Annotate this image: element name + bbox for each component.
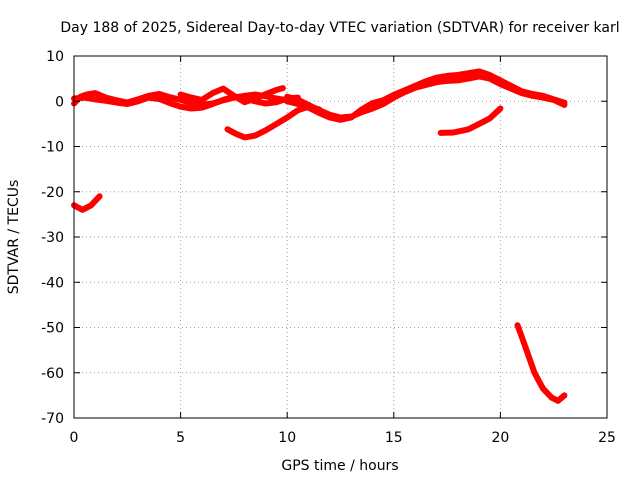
y-tick-label: -20 — [41, 185, 64, 201]
y-tick-label: -70 — [41, 411, 64, 427]
y-tick-label: -60 — [41, 366, 64, 382]
grid-lines — [74, 56, 607, 418]
y-tick-label: -40 — [41, 275, 64, 291]
series-track-8 — [71, 193, 103, 213]
series-track-2 — [71, 93, 301, 112]
chart-title: Day 188 of 2025, Sidereal Day-to-day VTE… — [60, 20, 619, 36]
y-tick-label: -10 — [41, 140, 64, 156]
series-track-3 — [177, 85, 286, 106]
x-tick-label: 20 — [491, 430, 509, 446]
series-track-7 — [437, 105, 504, 136]
x-tick-label: 0 — [70, 430, 79, 446]
x-tick-labels: 0 5 10 15 20 25 — [70, 430, 616, 446]
x-axis-label: GPS time / hours — [281, 458, 398, 474]
y-tick-label: 0 — [55, 94, 64, 110]
y-tick-label: -30 — [41, 230, 64, 246]
tick-marks — [73, 55, 608, 419]
series-track-6 — [224, 103, 323, 141]
y-tick-labels: 10 0 -10 -20 -30 -40 -50 -60 -70 — [41, 49, 64, 427]
x-tick-label: 25 — [598, 430, 616, 446]
y-axis-label: SDTVAR / TECUs — [6, 180, 22, 295]
x-tick-label: 15 — [385, 430, 403, 446]
x-tick-label: 5 — [176, 430, 185, 446]
plot-frame — [73, 55, 608, 419]
series-track-5 — [284, 68, 568, 123]
y-tick-label: -50 — [41, 321, 64, 337]
series-track-9 — [514, 322, 568, 404]
y-tick-label: 10 — [46, 49, 64, 65]
x-tick-label: 10 — [278, 430, 296, 446]
series-group — [71, 68, 568, 404]
